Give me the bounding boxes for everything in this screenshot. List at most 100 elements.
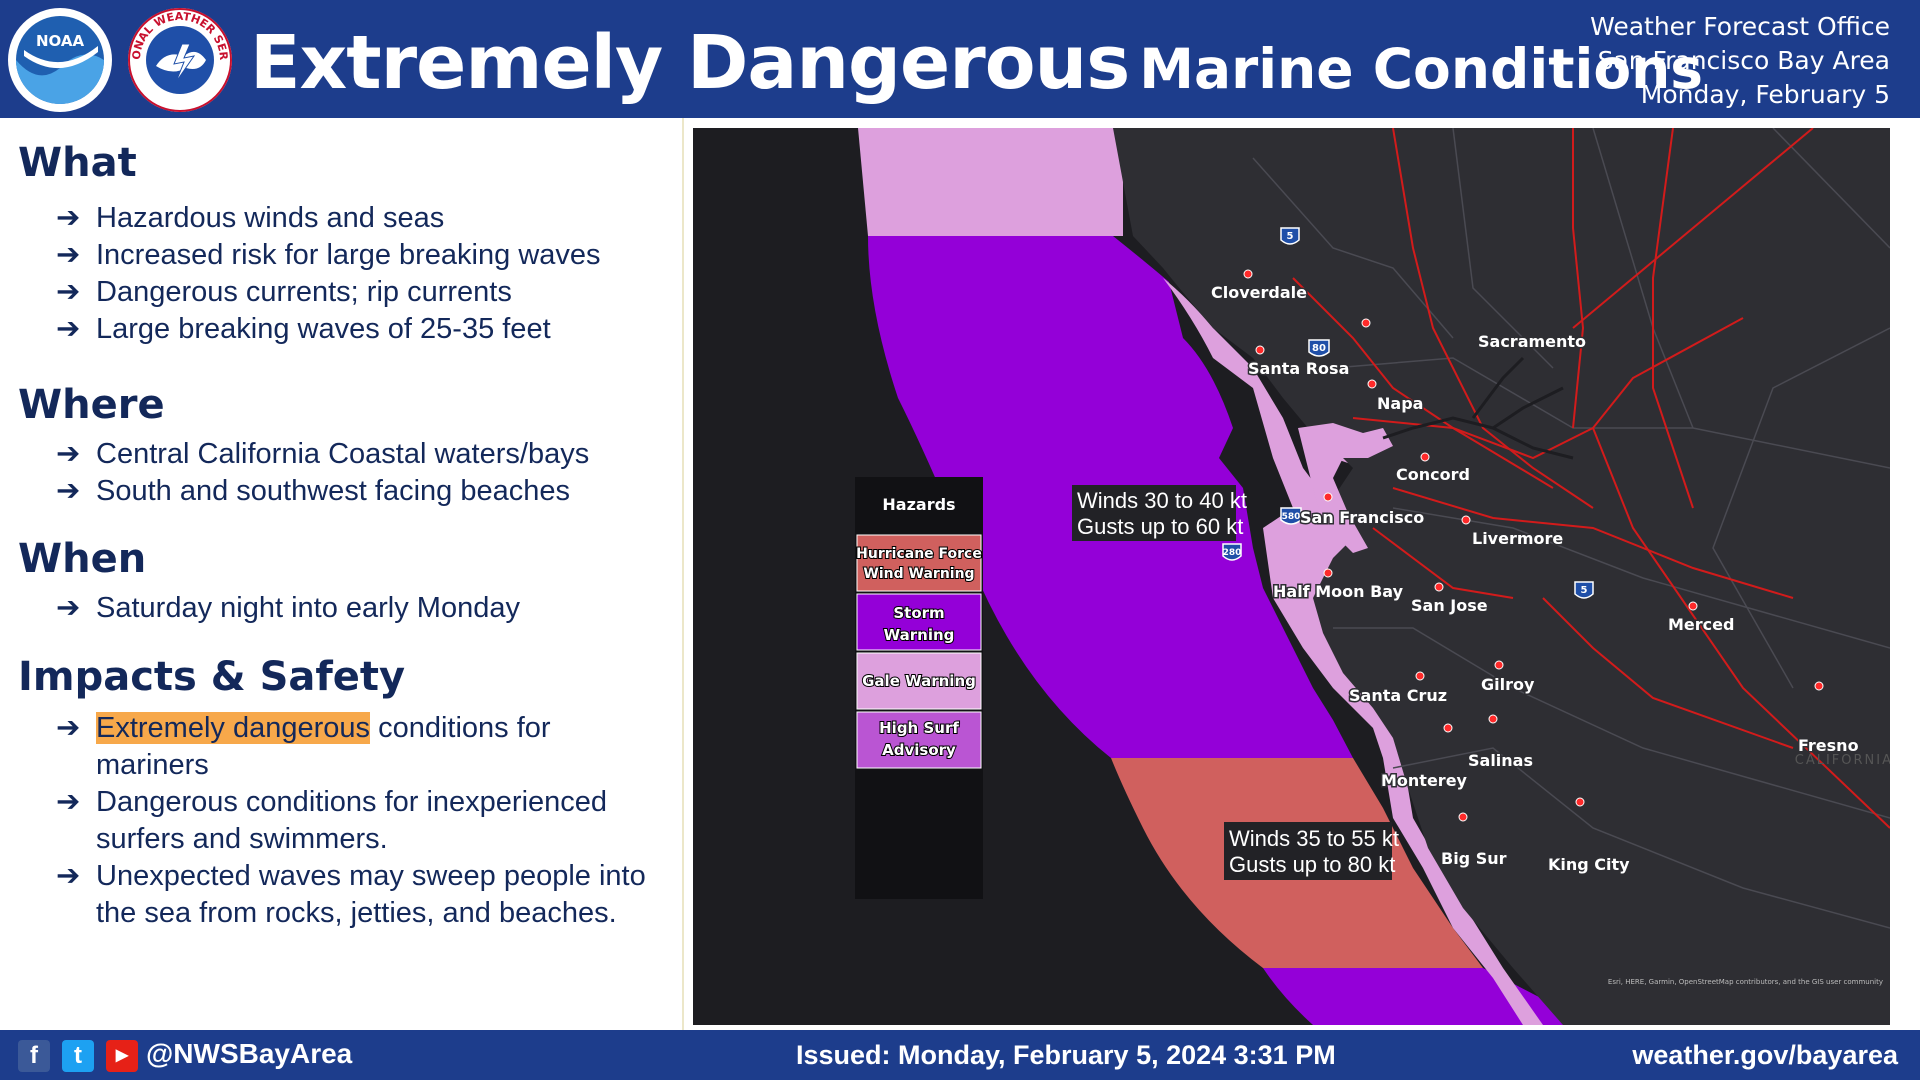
arrow-icon: ➔ <box>56 438 81 470</box>
svg-text:5: 5 <box>1581 585 1588 596</box>
twitter-icon[interactable]: t <box>62 1040 94 1072</box>
city-label-king-city: King City <box>1548 855 1630 874</box>
svg-text:Gusts up to 80 kt: Gusts up to 80 kt <box>1229 852 1395 877</box>
svg-text:580: 580 <box>1282 512 1301 522</box>
list-item: ➔ Dangerous conditions for inexperienced … <box>56 786 608 855</box>
delta-waterways <box>1382 356 1574 460</box>
list-item: ➔ Extremely dangerous conditions for mari… <box>56 712 551 781</box>
city-label-san-jose: San Jose <box>1411 596 1488 615</box>
title-sub: Marine Conditions <box>1139 37 1704 101</box>
city-label-merced: Merced <box>1668 615 1734 634</box>
interstate-580-shield: 580 <box>1280 507 1302 525</box>
state-label: CALIFORNIA <box>1795 753 1890 768</box>
impacts-list: ➔ Extremely dangerous conditions for mari… <box>56 710 656 932</box>
title-main: Extremely Dangerous <box>250 20 1130 106</box>
city-dots <box>1243 269 1824 822</box>
svg-text:280: 280 <box>1223 548 1242 558</box>
office-date: Monday, February 5 <box>1640 80 1890 109</box>
where-list: ➔ Central California Coastal waters/bays … <box>56 436 589 510</box>
section-heading-impacts: Impacts & Safety <box>18 654 406 700</box>
section-heading-what: What <box>18 140 137 186</box>
city-dot-king-city <box>1575 797 1585 807</box>
city-dot-santa-cruz <box>1415 671 1425 681</box>
youtube-icon[interactable]: ▶ <box>106 1040 138 1072</box>
city-label-sacramento: Sacramento <box>1478 332 1586 351</box>
list-item: ➔ Central California Coastal waters/bays <box>56 436 589 473</box>
website-link[interactable]: weather.gov/bayarea <box>1632 1040 1898 1070</box>
svg-text:5: 5 <box>1287 231 1294 242</box>
city-label-monterey: Monterey <box>1381 771 1468 790</box>
city-dot-big-sur <box>1458 812 1468 822</box>
svg-text:Winds 30 to 40 kt: Winds 30 to 40 kt <box>1077 488 1247 513</box>
legend-swatch-gale <box>856 652 982 710</box>
section-heading-when: When <box>18 536 147 582</box>
svg-text:Gale Warning: Gale Warning <box>862 672 976 690</box>
header-banner: NOAA NATIONAL WEATHER SERVICE Extremely … <box>0 0 1920 118</box>
city-dot-salinas <box>1488 714 1498 724</box>
hazard-legend: Hazards Hurricane Force Wind Warning Sto… <box>855 477 983 899</box>
land-mass <box>1113 128 1890 1025</box>
city-label-big-sur: Big Sur <box>1441 849 1507 868</box>
city-label-livermore: Livermore <box>1472 529 1563 548</box>
gale-zone-north <box>858 128 1123 236</box>
city-dot-concord <box>1420 452 1430 462</box>
map-attribution: Esri, HERE, Garmin, OpenStreetMap contri… <box>1608 978 1883 986</box>
svg-text:Wind Warning: Wind Warning <box>863 566 974 582</box>
list-item: ➔ South and southwest facing beaches <box>56 473 589 510</box>
city-label-fresno: Fresno <box>1798 736 1859 755</box>
city-dot-fresno <box>1814 681 1824 691</box>
svg-text:Winds 35 to 55 kt: Winds 35 to 55 kt <box>1229 826 1399 851</box>
legend-swatch-surf <box>856 711 982 769</box>
issued-timestamp: Issued: Monday, February 5, 2024 3:31 PM <box>796 1040 1336 1070</box>
arrow-icon: ➔ <box>56 592 81 624</box>
city-dot-san-jose <box>1434 582 1444 592</box>
map-canvas: 5 80 580 280 5 Clover <box>693 128 1890 1025</box>
wind-box-hurricane: Winds 35 to 55 kt Gusts up to 80 kt <box>1224 822 1399 880</box>
highlighted-text: Extremely dangerous <box>96 712 371 744</box>
interstate-80-shield: 80 <box>1308 339 1330 357</box>
when-list: ➔ Saturday night into early Monday <box>56 590 520 627</box>
office-area: San Francisco Bay Area <box>1597 46 1890 75</box>
legend-swatch-hurricane <box>856 534 982 592</box>
city-dot-gilroy <box>1494 660 1504 670</box>
city-label-napa: Napa <box>1377 394 1423 413</box>
svg-text:High Surf: High Surf <box>879 719 959 737</box>
list-item: ➔ Unexpected waves may sweep people into … <box>56 860 646 929</box>
list-item: ➔ Dangerous currents; rip currents <box>56 274 601 311</box>
arrow-icon: ➔ <box>56 712 81 744</box>
footer-bar: f t ▶ @NWSBayArea Issued: Monday, Februa… <box>0 1030 1920 1080</box>
city-dot-half-moon-bay <box>1323 568 1333 578</box>
interstate-5-north-shield: 5 <box>1280 227 1300 245</box>
city-label-santa-rosa: Santa Rosa <box>1248 359 1349 378</box>
svg-text:Storm: Storm <box>893 604 944 622</box>
city-label-gilroy: Gilroy <box>1481 675 1535 694</box>
svg-text:80: 80 <box>1312 343 1326 354</box>
legend-swatch-storm <box>856 593 982 651</box>
highways <box>1292 128 1890 829</box>
arrow-icon: ➔ <box>56 276 81 308</box>
arrow-icon: ➔ <box>56 860 81 892</box>
wind-box-storm: Winds 30 to 40 kt Gusts up to 60 kt <box>1072 485 1247 541</box>
social-handle[interactable]: @NWSBayArea <box>146 1038 353 1069</box>
city-dot-sacramento <box>1361 318 1371 328</box>
list-item: ➔ Increased risk for large breaking waves <box>56 237 601 274</box>
office-info: Weather Forecast Office San Francisco Ba… <box>1590 10 1890 112</box>
city-dot-san-francisco <box>1323 492 1333 502</box>
info-panel: What ➔ Hazardous winds and seas ➔ Increase… <box>0 118 684 1030</box>
facebook-icon[interactable]: f <box>18 1040 50 1072</box>
interstate-280-shield: 280 <box>1222 543 1242 561</box>
city-dot-merced <box>1688 601 1698 611</box>
city-label-half-moon-bay: Half Moon Bay <box>1273 582 1404 601</box>
noaa-logo: NOAA <box>8 8 112 112</box>
what-list: ➔ Hazardous winds and seas ➔ Increased ris… <box>56 200 601 348</box>
city-label-santa-cruz: Santa Cruz <box>1349 686 1447 705</box>
svg-text:Hurricane Force: Hurricane Force <box>856 546 982 562</box>
arrow-icon: ➔ <box>56 239 81 271</box>
list-item: ➔ Saturday night into early Monday <box>56 590 520 627</box>
section-heading-where: Where <box>18 382 165 428</box>
city-dot-monterey <box>1443 723 1453 733</box>
city-dot-cloverdale <box>1243 269 1253 279</box>
interstate-5-south-shield: 5 <box>1574 581 1594 599</box>
city-label-concord: Concord <box>1396 465 1470 484</box>
list-item: ➔ Large breaking waves of 25-35 feet <box>56 311 601 348</box>
